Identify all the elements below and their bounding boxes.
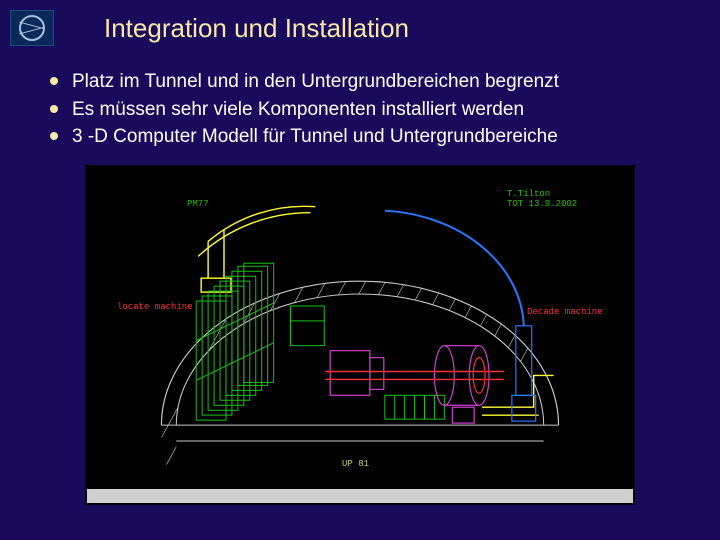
figure-footer-strip — [87, 489, 633, 503]
list-item: 3 -D Computer Modell für Tunnel und Unte… — [50, 123, 696, 151]
slide-title: Integration und Installation — [104, 13, 409, 44]
list-item: Es müssen sehr viele Komponenten install… — [50, 96, 696, 124]
figure-label-top-right: T.Tilton TOT 13.9.2002 — [507, 189, 577, 209]
cern-logo — [10, 10, 54, 46]
cad-figure — [87, 167, 633, 505]
figure-label-bottom: UP 81 — [342, 459, 369, 469]
slide-header: Integration und Installation — [0, 0, 720, 52]
figure-label-top-left: PM77 — [187, 199, 209, 209]
figure-label-right: Decade machine — [527, 307, 603, 317]
cad-figure-frame: PM77 T.Tilton TOT 13.9.2002 locate machi… — [85, 165, 635, 505]
list-item: Platz im Tunnel und in den Untergrundber… — [50, 68, 696, 96]
bullet-list: Platz im Tunnel und in den Untergrundber… — [0, 52, 720, 165]
figure-label-left: locate machine — [117, 302, 193, 312]
cern-logo-ring — [19, 15, 45, 41]
